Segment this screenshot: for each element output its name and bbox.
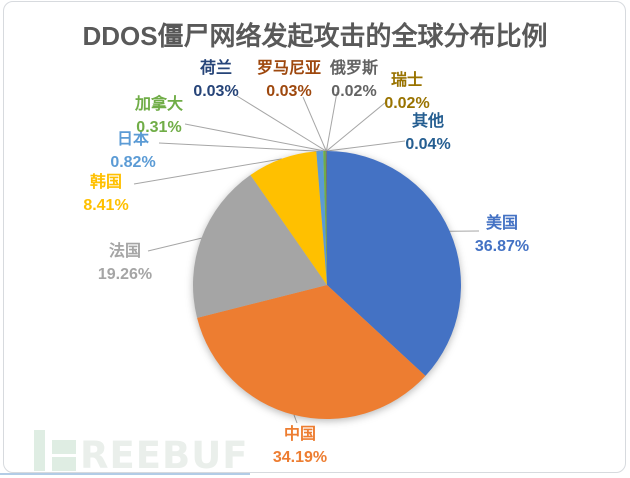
slice-label-name: 加拿大 <box>134 96 184 113</box>
leader-line-2 <box>147 237 202 252</box>
leader-line-8 <box>325 91 338 152</box>
slice-label-percent: 0.82% <box>110 154 156 171</box>
pie-slice-4 <box>316 151 327 285</box>
leader-line-3 <box>133 158 282 185</box>
leader-line-9 <box>326 101 387 152</box>
pie-slice-6 <box>325 151 327 285</box>
slice-label-percent: 0.02% <box>331 83 377 100</box>
pie-slice-8 <box>326 150 327 285</box>
slice-label-percent: 36.87% <box>474 238 530 255</box>
pie-slice-2 <box>193 175 327 318</box>
leader-lines <box>133 91 480 424</box>
slice-label-percent: 0.04% <box>405 136 451 153</box>
freebuf-logo-square-top <box>52 440 76 454</box>
leader-line-4 <box>158 142 320 152</box>
slice-label-2: 法国 19.26% <box>98 240 152 286</box>
freebuf-watermark: REEBUF <box>34 430 249 477</box>
slice-label-5: 加拿大 0.31% <box>135 93 183 139</box>
pie-slice-5 <box>323 151 327 285</box>
slice-label-percent: 0.03% <box>193 83 239 100</box>
pie-slice-9 <box>326 150 327 285</box>
slice-label-name: 俄罗斯 <box>329 60 379 77</box>
slice-label-name: 荷兰 <box>199 60 232 77</box>
slice-label-percent: 19.26% <box>97 266 153 283</box>
freebuf-logo-squares-icon <box>52 430 76 471</box>
leader-line-10 <box>326 140 406 152</box>
freebuf-logo-bar-icon <box>34 430 45 471</box>
chart-title: DDOS僵尸网络发起攻击的全球分布比例 <box>82 21 548 51</box>
slice-label-name: 法国 <box>108 243 142 260</box>
slice-label-name: 美国 <box>485 215 519 232</box>
pie-slice-1 <box>197 285 426 419</box>
pie-slices <box>193 150 462 419</box>
leader-line-1 <box>293 414 298 424</box>
slice-label-3: 韩国 8.41% <box>83 171 128 217</box>
pie-slice-0 <box>327 151 462 376</box>
slice-label-percent: 0.03% <box>266 83 312 100</box>
leader-line-5 <box>184 123 325 152</box>
slice-label-8: 俄罗斯 0.02% <box>330 57 378 103</box>
slice-label-percent: 34.19% <box>272 449 328 466</box>
leader-line-7 <box>302 96 327 152</box>
slice-label-1: 中国 34.19% <box>273 423 327 469</box>
slice-label-name: 其他 <box>411 113 444 130</box>
slice-label-0: 美国 36.87% <box>475 212 529 258</box>
slice-label-9: 瑞士 0.02% <box>384 69 429 115</box>
slice-label-percent: 0.02% <box>384 95 430 112</box>
pie-slice-3 <box>250 151 327 285</box>
freebuf-logo-text: REEBUF <box>80 433 249 477</box>
slice-label-name: 中国 <box>283 426 317 443</box>
slice-label-10: 其他 0.04% <box>405 110 450 156</box>
slice-label-4: 日本 0.82% <box>110 128 155 174</box>
slice-label-7: 罗马尼亚 0.03% <box>257 57 321 103</box>
slice-label-name: 日本 <box>116 131 149 148</box>
slice-label-name: 罗马尼亚 <box>256 60 322 77</box>
slice-label-6: 荷兰 0.03% <box>193 57 238 103</box>
bottom-divider <box>0 473 250 475</box>
slice-label-name: 瑞士 <box>390 72 423 89</box>
slice-label-percent: 0.31% <box>136 119 182 136</box>
slice-label-percent: 8.41% <box>83 197 129 214</box>
slice-label-name: 韩国 <box>89 174 122 191</box>
pie-slice-7 <box>326 150 327 285</box>
leader-line-6 <box>236 95 327 152</box>
freebuf-logo-square-bottom <box>52 457 76 471</box>
